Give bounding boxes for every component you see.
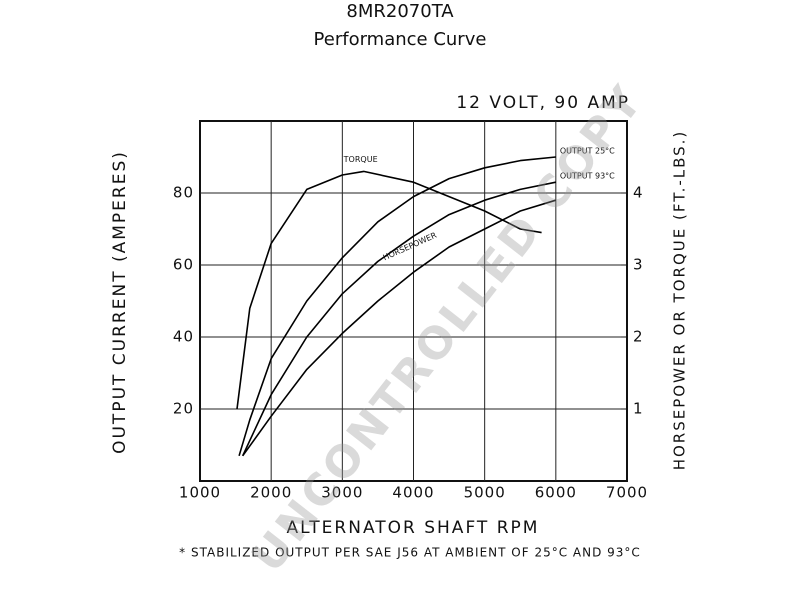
chart-title: 8MR2070TA [346, 1, 454, 22]
annotation: 12 VOLT, 90 AMP [456, 93, 630, 113]
x-tick-label: 3000 [321, 484, 363, 502]
y2-tick-label: 4 [633, 184, 644, 202]
x-tick-label: 6000 [535, 484, 577, 502]
series-label: OUTPUT 93°C [560, 172, 615, 181]
series-line [236, 170, 542, 410]
y2-tick-label: 3 [633, 256, 644, 274]
watermark: UNCONTROLLED COPY [242, 75, 654, 582]
y-tick-label: 20 [173, 400, 194, 418]
x-tick-label: 5000 [464, 484, 506, 502]
footnote: * STABILIZED OUTPUT PER SAE J56 AT AMBIE… [179, 546, 641, 560]
series-line [241, 181, 556, 457]
x-tick-label: 2000 [250, 484, 292, 502]
y2-tick-label: 2 [633, 328, 644, 346]
series-label: TORQUE [343, 155, 378, 164]
x-tick-label: 1000 [179, 484, 221, 502]
x-tick-label: 4000 [392, 484, 434, 502]
series-label: HORSEPOWER [382, 230, 439, 262]
x-axis-label: ALTERNATOR SHAFT RPM [287, 518, 540, 538]
series-line [238, 156, 556, 457]
y2-tick-label: 1 [633, 400, 644, 418]
series-label: OUTPUT 25°C [560, 147, 615, 156]
y-axis-label: OUTPUT CURRENT (AMPERES) [110, 150, 130, 454]
y-tick-label: 60 [173, 256, 194, 274]
y-tick-label: 80 [173, 184, 194, 202]
chart-subtitle: Performance Curve [314, 29, 487, 50]
y2-axis-label: HORSEPOWER OR TORQUE (FT.-LBS.) [671, 130, 689, 471]
y-tick-label: 40 [173, 328, 194, 346]
x-tick-label: 7000 [606, 484, 648, 502]
